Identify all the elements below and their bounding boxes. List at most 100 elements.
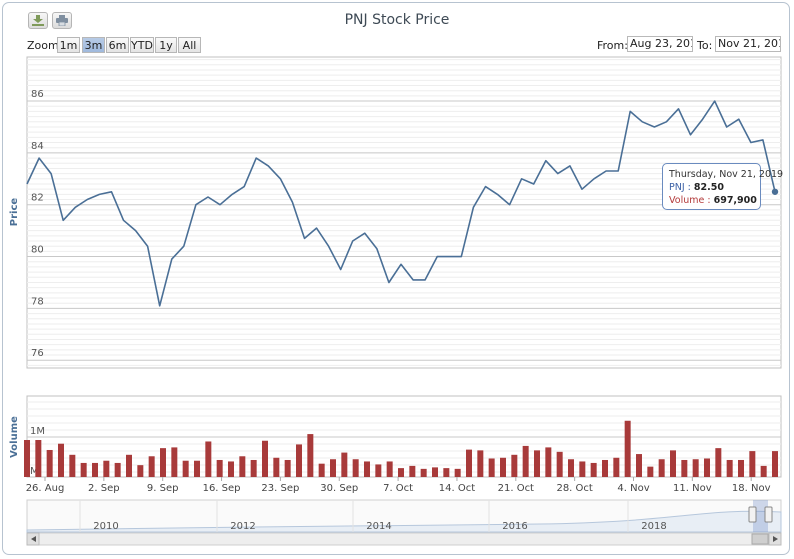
price-pane-border: [26, 56, 782, 369]
volume-bar: [103, 460, 110, 477]
price-series: [26, 100, 779, 307]
volume-bar: [182, 460, 189, 477]
volume-bar: [636, 454, 642, 477]
zoom-3m-button[interactable]: 3m: [82, 37, 105, 53]
zoom-all-button[interactable]: All: [178, 37, 201, 53]
volume-bar: [92, 462, 98, 477]
x-tick-label: 28. Oct: [556, 483, 592, 494]
volume-bar: [35, 440, 42, 477]
x-tick-label: 2. Sep: [88, 483, 120, 494]
scrollbar-thumb[interactable]: [751, 533, 769, 545]
navigator-handle-right[interactable]: [764, 506, 773, 523]
tooltip-volume-value: 697,900: [713, 195, 757, 206]
volume-tick-label: 1M: [30, 426, 45, 437]
x-tick-label: 9. Sep: [147, 483, 179, 494]
volume-bar: [511, 454, 518, 477]
print-icon: [56, 15, 68, 26]
price-tick-label: 76: [31, 348, 44, 359]
volume-bar: [522, 445, 529, 477]
volume-bar: [454, 468, 461, 477]
price-tick-label: 84: [31, 141, 44, 152]
price-axis-label: Price: [9, 198, 20, 227]
volume-bar: [726, 459, 733, 477]
volume-bar: [205, 441, 212, 477]
volume-bar: [670, 450, 676, 477]
volume-bar: [239, 456, 246, 477]
x-tick-label: 21. Oct: [498, 483, 534, 494]
tooltip: Thursday, Nov 21, 2019 PNJ : 82.50 Volum…: [662, 163, 784, 210]
range-to-input[interactable]: Nov 21, 2019: [715, 36, 781, 52]
volume-bar: [534, 450, 540, 477]
volume-bar: [692, 459, 699, 477]
volume-bar: [420, 468, 427, 477]
volume-bar: [352, 459, 359, 477]
arrow-left-icon: [31, 536, 36, 542]
range-to-label: To:: [697, 39, 713, 52]
volume-bar: [466, 449, 472, 477]
download-button[interactable]: [28, 12, 48, 29]
range-from-label: From:: [597, 39, 628, 52]
tooltip-date: Thursday, Nov 21, 2019: [669, 169, 784, 180]
navigator-year-label: 2012: [230, 521, 255, 532]
volume-bar: [500, 457, 506, 477]
volume-bar: [568, 459, 574, 477]
volume-bar: [160, 448, 166, 477]
navigator-selection[interactable]: [753, 500, 768, 532]
volume-bar: [24, 440, 30, 477]
arrow-right-icon: [773, 536, 778, 542]
navigator-year-label: 2018: [641, 521, 666, 532]
x-tick-label: 7. Oct: [383, 483, 413, 494]
volume-bar: [262, 440, 268, 477]
volume-bar: [579, 461, 586, 477]
volume-bar: [488, 458, 495, 477]
x-tick-label: 23. Sep: [261, 483, 299, 494]
navigator-year-label: 2010: [93, 521, 118, 532]
price-line: [26, 100, 776, 307]
x-tick-label: 14. Oct: [439, 483, 475, 494]
zoom-label: Zoom: [27, 39, 59, 52]
volume-bar: [613, 457, 620, 477]
tooltip-price-label: PNJ :: [669, 182, 691, 193]
volume-bar: [284, 459, 291, 477]
hover-point-marker: [771, 188, 779, 195]
x-tick-label: 18. Nov: [732, 483, 771, 494]
volume-bar: [216, 459, 223, 477]
zoom-ytd-button[interactable]: YTD: [130, 37, 154, 53]
volume-bar: [409, 465, 416, 477]
x-tick-label: 30. Sep: [320, 483, 358, 494]
scrollbar-track[interactable]: [26, 532, 782, 546]
price-tick-label: 82: [31, 193, 44, 204]
volume-bar: [375, 464, 382, 477]
range-from-input[interactable]: Aug 23, 2019: [627, 36, 693, 52]
zoom-1m-button[interactable]: 1m: [57, 37, 80, 53]
volume-bar: [330, 459, 336, 477]
volume-bar: [738, 459, 744, 477]
volume-bar: [194, 460, 200, 477]
volume-bar: [171, 447, 178, 477]
grid: [26, 56, 782, 478]
volume-bar: [364, 461, 370, 477]
volume-bar: [681, 459, 688, 477]
volume-bar: [250, 459, 257, 477]
zoom-1y-button[interactable]: 1y: [155, 37, 177, 53]
volume-bar: [602, 459, 608, 477]
tooltip-price-value: 82.50: [693, 182, 724, 193]
volume-tick-label: M: [30, 466, 39, 477]
volume-bar: [386, 461, 393, 477]
x-tick-label: 16. Sep: [203, 483, 241, 494]
volume-bar: [307, 434, 314, 477]
volume-bar: [443, 468, 450, 477]
price-tick-label: 78: [31, 296, 44, 307]
navigator-handle-left[interactable]: [748, 506, 757, 523]
volume-bar: [46, 449, 53, 477]
volume-bar: [341, 452, 348, 477]
volume-bar: [432, 467, 438, 477]
navigator[interactable]: 2010 2012 2014 2016 2018: [26, 499, 782, 546]
axes: 76 78 80 82 84 86 Price Volume 1M M 26. Aug 2. Sep 9…: [9, 89, 771, 494]
volume-bar: [58, 443, 64, 477]
download-icon: [32, 15, 44, 26]
volume-bar: [126, 454, 132, 477]
zoom-6m-button[interactable]: 6m: [106, 37, 129, 53]
print-button[interactable]: [52, 12, 72, 29]
